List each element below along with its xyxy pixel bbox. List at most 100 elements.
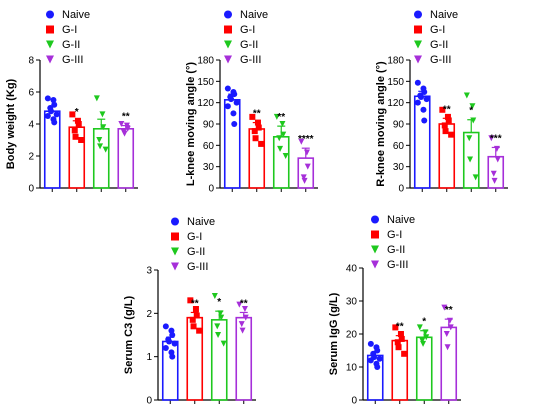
data-point <box>44 113 51 119</box>
data-point <box>123 122 130 129</box>
data-point <box>97 143 104 150</box>
bar-G-III <box>117 128 135 189</box>
legend-marker <box>171 247 179 256</box>
data-point <box>169 332 176 338</box>
legend-label: G-III <box>187 261 208 273</box>
significance-label: * <box>217 297 221 308</box>
legend-marker <box>371 260 379 269</box>
data-point <box>230 110 237 117</box>
legend-marker <box>371 215 379 224</box>
legend-marker <box>371 245 379 254</box>
data-point <box>48 108 55 115</box>
y-tick-label: 3 <box>146 266 152 277</box>
data-point <box>241 306 248 312</box>
data-point <box>44 95 51 102</box>
significance-label: ** <box>396 322 404 333</box>
data-point <box>279 121 286 127</box>
data-point <box>118 121 125 127</box>
bar-G-II <box>210 319 228 401</box>
y-tick-label: 120 <box>197 98 214 109</box>
data-point <box>448 131 455 138</box>
data-point <box>249 113 256 120</box>
bar-G-II <box>415 336 433 401</box>
legend-label: G-I <box>62 24 77 36</box>
data-point <box>196 327 203 334</box>
data-point <box>277 145 284 152</box>
significance-label: ** <box>240 298 248 309</box>
data-point <box>466 135 473 142</box>
data-point <box>276 135 283 142</box>
data-point <box>51 101 58 108</box>
significance-label: ** <box>122 112 130 123</box>
legend-marker <box>46 25 54 34</box>
legend-label: G-III <box>387 259 408 271</box>
data-point <box>300 174 307 181</box>
data-point <box>472 174 479 181</box>
data-point <box>441 122 448 129</box>
y-tick-label: 90 <box>203 120 215 131</box>
data-point <box>238 321 245 328</box>
y-tick-label: 0 <box>146 396 152 407</box>
legend-marker <box>46 10 54 19</box>
y-axis-label: R-knee moving angle (°) <box>375 61 387 187</box>
significance-label: ** <box>277 112 285 123</box>
data-point <box>463 92 470 99</box>
legend-marker <box>414 40 422 49</box>
y-tick-label: 1 <box>146 352 152 363</box>
significance-label: * <box>469 106 473 117</box>
data-point <box>418 93 425 100</box>
data-point <box>282 153 289 159</box>
legend-marker <box>224 40 232 49</box>
y-tick-label: 8 <box>28 56 34 67</box>
data-point <box>192 306 199 312</box>
significance-label: * <box>422 317 426 328</box>
y-tick-label: 120 <box>387 98 404 109</box>
data-point <box>414 99 421 106</box>
legend-label: G-II <box>62 39 80 51</box>
data-point <box>217 310 224 317</box>
y-tick-label: 30 <box>346 297 358 308</box>
legend-marker <box>414 10 422 19</box>
data-point <box>470 117 477 124</box>
legend-label: G-II <box>387 244 405 256</box>
legend-label: Naive <box>187 216 215 228</box>
legend-marker <box>224 25 232 34</box>
legend-marker <box>224 55 232 64</box>
data-point <box>423 96 430 103</box>
data-point <box>231 121 238 127</box>
y-tick-label: 150 <box>197 77 214 88</box>
legend-label: G-I <box>187 231 202 243</box>
data-point <box>494 156 501 163</box>
data-point <box>51 119 58 126</box>
data-point <box>416 324 423 331</box>
data-point <box>162 323 169 330</box>
data-point <box>420 106 427 113</box>
data-point <box>220 340 227 347</box>
y-tick-label: 60 <box>203 141 215 152</box>
y-tick-label: 20 <box>346 330 358 341</box>
legend-label: Naive <box>387 214 415 226</box>
data-point <box>169 353 176 360</box>
y-tick-label: 60 <box>393 141 405 152</box>
data-point <box>447 324 454 331</box>
data-point <box>367 357 374 364</box>
data-point <box>374 347 381 354</box>
legend-marker <box>171 232 179 241</box>
data-point <box>100 124 107 131</box>
y-tick-label: 0 <box>351 396 357 407</box>
data-point <box>171 340 178 347</box>
legend-label: G-III <box>430 54 451 66</box>
legend-label: G-I <box>430 24 445 36</box>
data-point <box>422 329 429 336</box>
legend-marker <box>224 10 232 19</box>
data-point <box>121 130 128 137</box>
legend-label: G-II <box>187 246 205 258</box>
y-tick-label: 90 <box>393 120 405 131</box>
data-point <box>242 314 249 321</box>
data-point <box>252 135 259 142</box>
data-point <box>376 355 383 362</box>
significance-label: ** <box>443 104 451 115</box>
